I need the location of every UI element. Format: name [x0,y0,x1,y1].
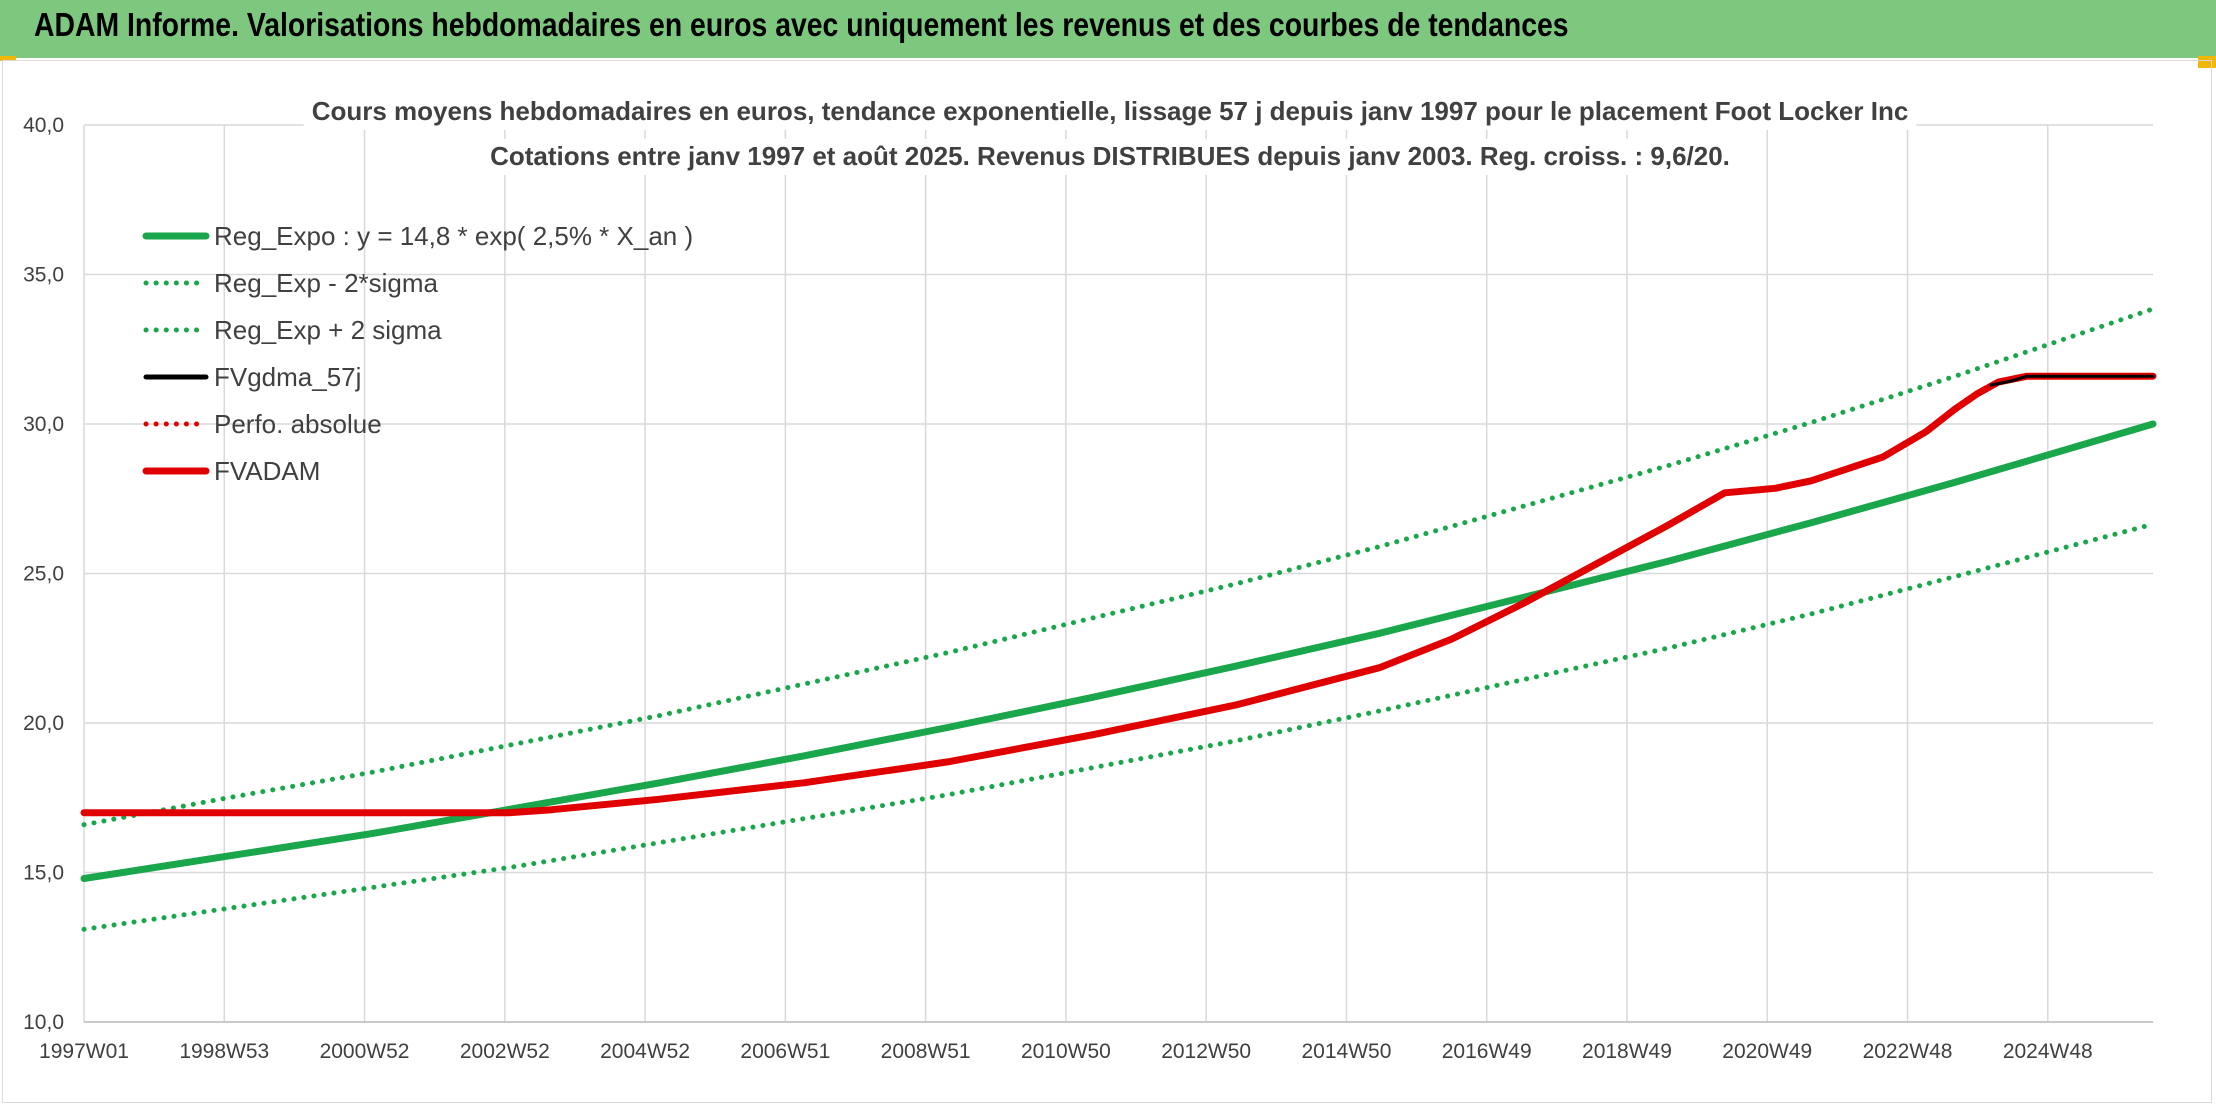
chart-title-bg [303,94,1917,130]
series-line [81,521,2156,932]
chart-subtitle-bg [482,139,1738,175]
legend-entry: FVADAM [214,456,320,486]
series-line [80,420,2157,882]
report-title: ADAM Informe. Valorisations hebdomadaire… [34,6,1569,43]
report-banner: ADAM Informe. Valorisations hebdomadaire… [0,0,2216,58]
legend-entry: Reg_Expo : y = 14,8 * exp( 2,5% * X_an ) [214,221,693,251]
x-tick-label: 2002W52 [460,1040,550,1063]
legend-entry: Reg_Exp + 2 sigma [214,315,442,345]
series-line [80,372,2157,817]
series-line [1989,374,2155,387]
axes: 10,0 15,0 20,0 25,0 30,0 35,0 40,0 1997W01 1998W… [23,114,2153,1063]
chart-title: Cours moyens hebdomadaires en euros, ten… [312,96,1909,126]
y-tick-label: 10,0 [23,1011,64,1034]
y-tick-label: 25,0 [23,563,64,586]
series-lines [80,306,2157,932]
legend-entry: Perfo. absolue [214,409,382,439]
y-tick-label: 30,0 [23,413,64,436]
legend-entry: FVgdma_57j [214,362,361,392]
chart-subtitle: Cotations entre janv 1997 et août 2025. … [490,141,1730,171]
y-tick-label: 35,0 [23,264,64,287]
gridlines [83,124,2153,1023]
x-tick-label: 2016W49 [1442,1040,1532,1063]
banner-corner-left [0,56,16,61]
x-tick-label: 2022W48 [1863,1040,1953,1063]
x-tick-label: 2018W49 [1582,1040,1672,1063]
y-tick-label: 15,0 [23,862,64,885]
x-tick-label: 2008W51 [881,1040,971,1063]
x-tick-label: 2000W52 [320,1040,410,1063]
x-tick-label: 2006W51 [740,1040,830,1063]
y-tick-label: 20,0 [23,712,64,735]
x-tick-label: 2012W50 [1161,1040,1251,1063]
x-tick-label: 1997W01 [39,1040,129,1063]
x-tick-label: 2014W50 [1301,1040,1391,1063]
x-tick-label: 2020W49 [1722,1040,1812,1063]
x-tick-label: 2024W48 [2003,1040,2093,1063]
x-tick-label: 2010W50 [1021,1040,1111,1063]
y-tick-label: 40,0 [23,114,64,137]
series-line [81,306,2156,828]
chart-frame [2,60,2212,1103]
x-tick-label: 2004W52 [600,1040,690,1063]
legend-entry: Reg_Exp - 2*sigma [214,268,439,298]
x-tick-label: 1998W53 [179,1040,269,1063]
legend: Reg_Expo : y = 14,8 * exp( 2,5% * X_an )… [142,221,693,486]
chart-titles: Cours moyens hebdomadaires en euros, ten… [303,94,1917,175]
